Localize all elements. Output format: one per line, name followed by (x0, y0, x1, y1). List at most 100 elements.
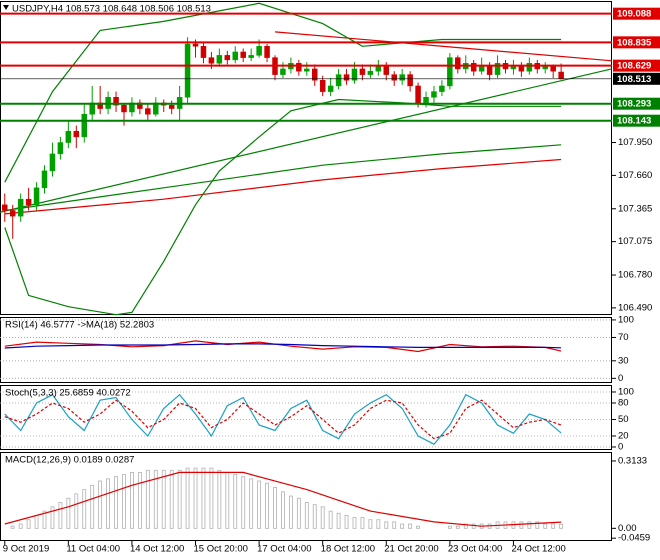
candle-body (264, 46, 270, 58)
histogram-bar (66, 497, 71, 529)
y-tick-label: 100 (618, 314, 634, 325)
candle-body (113, 96, 119, 106)
price-level-label: 108.293 (617, 99, 651, 110)
candle-body (470, 63, 477, 72)
y-tick-label: 100 (618, 386, 634, 397)
pane-frame (0, 317, 612, 383)
histogram-bar (209, 467, 214, 529)
y-tick-label: 50 (618, 414, 629, 425)
candle-body (383, 66, 390, 75)
candle-body (232, 51, 239, 61)
x-tick-label: 18 Oct 12:00 (321, 544, 375, 555)
y-tick-label: 0.00 (618, 523, 637, 534)
x-tick-label: 15 Oct 20:00 (194, 544, 248, 555)
candle-body (455, 57, 461, 70)
histogram-bar (177, 469, 182, 529)
candle-body (41, 170, 48, 189)
candle-body (49, 153, 56, 172)
histogram-bar (519, 521, 524, 529)
histogram-bar (82, 489, 87, 529)
y-tick-label: 107.365 (618, 203, 652, 214)
histogram-bar (26, 519, 31, 529)
candle-body (296, 63, 302, 72)
x-tick-label: 23 Oct 04:00 (448, 544, 502, 555)
histogram-bar (257, 480, 262, 529)
histogram-bar (122, 474, 126, 529)
indicator-line (4, 399, 562, 440)
candle-body (550, 66, 556, 72)
pane-frame (0, 452, 612, 541)
candle-body (327, 85, 334, 92)
price-level-label: 108.629 (617, 61, 651, 72)
pane-frame (0, 1, 612, 315)
histogram-bar (50, 506, 55, 529)
x-tick-label: 24 Oct 12:00 (511, 544, 565, 555)
candle-body (518, 66, 525, 72)
candle-body (447, 57, 453, 87)
candle-body (431, 91, 437, 98)
histogram-bar (384, 521, 389, 529)
candle-body (558, 71, 564, 80)
histogram-bar (241, 476, 246, 529)
histogram-bar (34, 515, 39, 529)
y-tick-label: 0.3133 (618, 455, 647, 466)
candle-body (343, 74, 350, 81)
histogram-bar (527, 521, 532, 529)
candle-body (542, 66, 548, 70)
histogram-bar (42, 510, 47, 529)
candle-body (351, 68, 358, 81)
pane-label: Stoch(5,3,3) 25.6859 40.0272 (5, 388, 131, 399)
histogram-bar (463, 523, 468, 529)
candle-body (335, 74, 342, 87)
histogram-bar (296, 497, 301, 529)
indicator-line (4, 144, 562, 212)
histogram-bar (273, 487, 277, 529)
histogram-bar (304, 502, 309, 529)
candle-body (184, 43, 191, 98)
price-level-box (613, 72, 660, 85)
x-tick-label: 14 Oct 12:00 (130, 544, 184, 555)
histogram-bar (455, 525, 460, 529)
price-level-box (613, 7, 660, 20)
candle-body (510, 66, 517, 70)
histogram-bar (408, 523, 413, 529)
candle-body (256, 46, 262, 56)
indicator-line (4, 98, 562, 316)
price-level-label: 108.513 (617, 74, 651, 85)
y-tick-label: 0 (618, 441, 623, 452)
indicator-line (4, 158, 562, 215)
indicator-line (0, 68, 613, 213)
histogram-bar (535, 521, 540, 529)
histogram-bar (368, 519, 373, 529)
y-tick-label: 80 (618, 397, 629, 408)
price-level-box (613, 114, 660, 127)
histogram-bar (328, 510, 333, 529)
histogram-bar (114, 476, 118, 529)
candle-body (145, 108, 151, 115)
histogram-bar (288, 495, 293, 529)
candle-body (192, 43, 199, 47)
y-tick-label: 107.075 (618, 236, 652, 247)
histogram-bar (74, 493, 79, 529)
y-tick-label: -0.0459 (618, 533, 650, 544)
histogram-bar (320, 506, 325, 529)
y-tick-label: 107.660 (618, 170, 652, 181)
y-tick-label: 20 (618, 430, 629, 441)
y-tick-label: 70 (618, 332, 629, 343)
price-level-box (613, 59, 660, 72)
histogram-bar (90, 484, 95, 529)
histogram-bar (153, 469, 158, 529)
x-tick-label: 9 Oct 2019 (3, 544, 49, 555)
histogram-bar (559, 523, 564, 529)
indicator-line (4, 471, 562, 527)
indicator-line (274, 31, 613, 62)
y-tick-label: 106.490 (618, 302, 652, 313)
candle-body (200, 46, 207, 58)
histogram-bar (106, 478, 110, 529)
histogram-bar (551, 523, 556, 529)
candle-body (216, 55, 223, 64)
x-tick-label: 17 Oct 04:00 (257, 544, 311, 555)
candle-body (319, 80, 326, 92)
histogram-bar (281, 491, 285, 529)
histogram-bar (352, 517, 357, 529)
